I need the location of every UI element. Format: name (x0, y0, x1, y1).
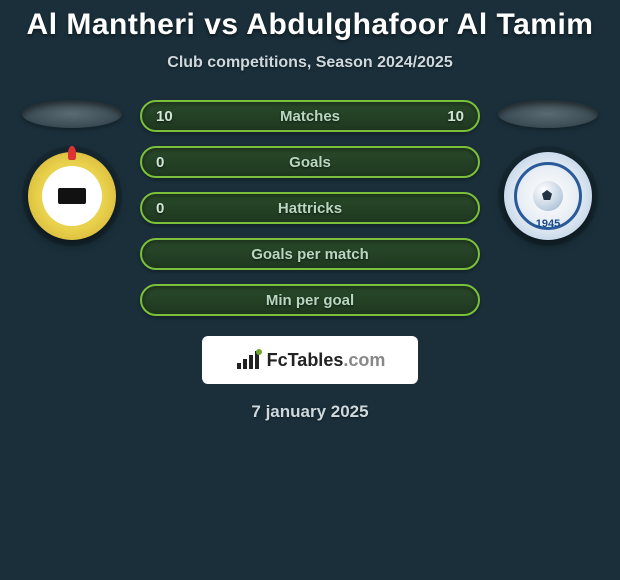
stat-bar: 10 Matches 10 (140, 100, 480, 132)
right-column: 1945 (498, 100, 598, 240)
comparison-card: Al Mantheri vs Abdulghafoor Al Tamim Clu… (0, 0, 620, 422)
torch-icon (68, 146, 76, 160)
right-signature-slot (498, 100, 598, 128)
left-team-crest (28, 152, 116, 240)
brand-name: FcTables (267, 350, 344, 370)
book-icon (58, 188, 86, 204)
left-column (22, 100, 122, 240)
soccer-ball-icon (533, 181, 563, 211)
stat-value-right: 10 (447, 108, 464, 125)
stat-label: Matches (280, 108, 340, 125)
bars-growth-icon (235, 349, 265, 371)
stat-label: Goals (289, 154, 331, 171)
stat-label: Min per goal (266, 292, 354, 309)
stat-bar: 0 Goals (140, 146, 480, 178)
page-title: Al Mantheri vs Abdulghafoor Al Tamim (0, 8, 620, 42)
brand-suffix: .com (343, 350, 385, 370)
subtitle: Club competitions, Season 2024/2025 (0, 54, 620, 72)
brand-text: FcTables.com (267, 350, 386, 371)
content-row: 10 Matches 10 0 Goals 0 Hattricks Goals per mat… (0, 100, 620, 316)
stat-label: Hattricks (278, 200, 342, 217)
stat-value-left: 10 (156, 108, 173, 125)
right-team-crest: 1945 (504, 152, 592, 240)
stat-value-left: 0 (156, 200, 164, 217)
left-signature-slot (22, 100, 122, 128)
stat-bar: 0 Hattricks (140, 192, 480, 224)
stat-label: Goals per match (251, 246, 369, 263)
stat-bars: 10 Matches 10 0 Goals 0 Hattricks Goals per mat… (140, 100, 480, 316)
date-label: 7 january 2025 (0, 402, 620, 422)
stat-bar: Min per goal (140, 284, 480, 316)
crest-year: 1945 (504, 218, 592, 230)
stat-value-left: 0 (156, 154, 164, 171)
stat-bar: Goals per match (140, 238, 480, 270)
crest-inner (42, 166, 102, 226)
brand-badge: FcTables.com (202, 336, 418, 384)
